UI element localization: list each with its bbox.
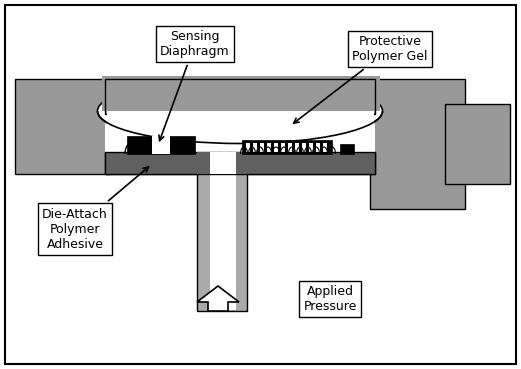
Bar (105, 79, 375, 114)
Bar (309, 143, 313, 152)
Bar (127, 136, 195, 154)
Bar (107, 111, 374, 154)
Text: Sensing
Diaphragm: Sensing Diaphragm (159, 30, 230, 141)
Text: Die-Attach
Polymer
Adhesive: Die-Attach Polymer Adhesive (42, 167, 148, 251)
Bar (210, 172, 236, 310)
Bar (105, 79, 375, 114)
Bar (288, 143, 292, 152)
Bar (15, 79, 110, 174)
Bar (281, 143, 285, 152)
Bar (105, 152, 375, 174)
Bar (260, 143, 264, 152)
Bar (152, 136, 170, 154)
Bar (197, 152, 247, 174)
Bar (105, 114, 375, 154)
Polygon shape (197, 286, 239, 311)
Bar (370, 79, 465, 209)
Bar (316, 143, 320, 152)
Bar (242, 140, 332, 154)
Bar (102, 76, 380, 111)
Bar (197, 171, 247, 311)
Bar (105, 152, 375, 174)
Bar (323, 143, 327, 152)
Bar (295, 143, 299, 152)
Text: Protective
Polymer Gel: Protective Polymer Gel (294, 35, 428, 123)
Bar (340, 144, 354, 154)
Bar (274, 143, 278, 152)
Bar (302, 143, 306, 152)
Bar (253, 143, 257, 152)
Bar (267, 143, 271, 152)
Ellipse shape (97, 79, 382, 144)
Text: Applied
Pressure: Applied Pressure (303, 285, 357, 313)
Bar (210, 152, 236, 174)
Bar (445, 104, 510, 184)
Bar (246, 143, 250, 152)
